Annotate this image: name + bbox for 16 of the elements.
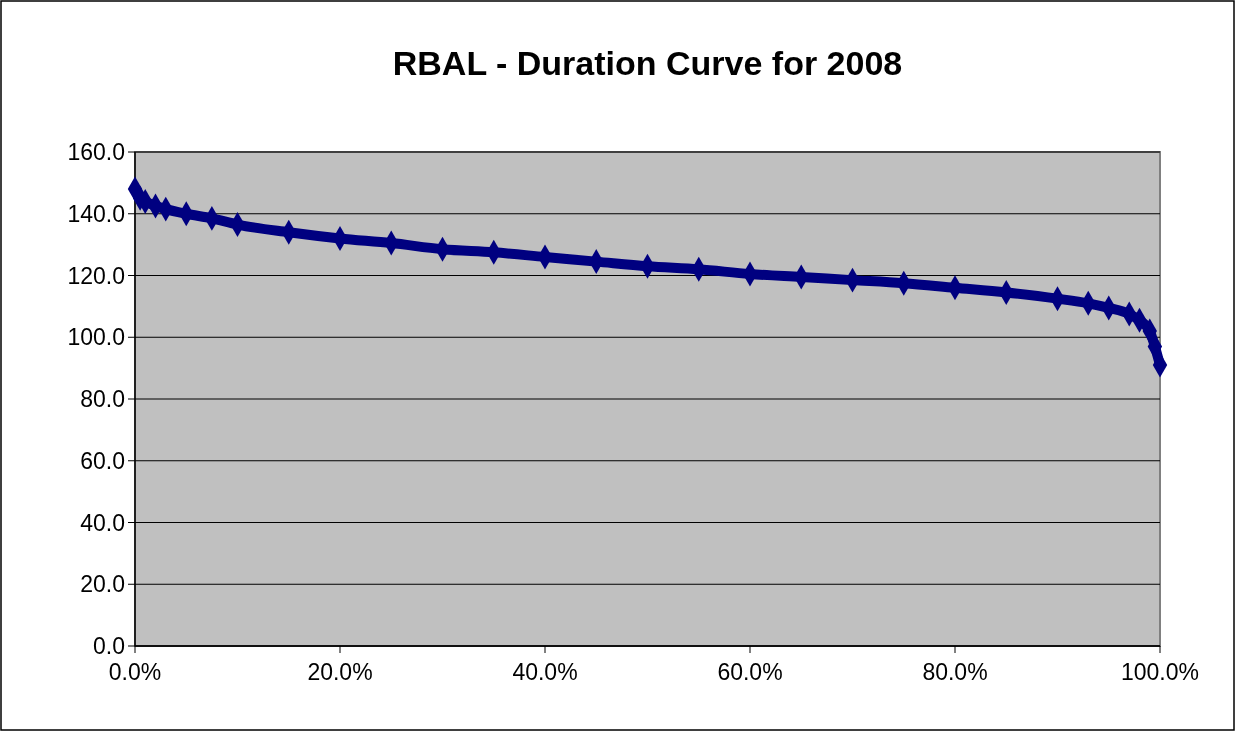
y-tick-label: 140.0 bbox=[67, 200, 125, 227]
y-tick-label: 40.0 bbox=[80, 509, 125, 536]
y-tick-label: 20.0 bbox=[80, 571, 125, 598]
y-tick-label: 80.0 bbox=[80, 386, 125, 413]
y-tick-label: 160.0 bbox=[67, 139, 125, 166]
chart-title: RBAL - Duration Curve for 2008 bbox=[392, 44, 903, 82]
x-tick-label: 0.0% bbox=[108, 659, 162, 685]
x-tick-label: 80.0% bbox=[922, 659, 988, 685]
y-tick-label: 100.0 bbox=[67, 324, 125, 351]
y-tick-label: 120.0 bbox=[67, 262, 125, 289]
y-tick-label: 60.0 bbox=[80, 447, 125, 474]
x-tick-label: 40.0% bbox=[512, 659, 578, 685]
x-tick-label: 20.0% bbox=[307, 659, 373, 685]
x-tick-label: 100.0% bbox=[1120, 659, 1200, 685]
x-tick-label: 60.0% bbox=[717, 659, 783, 685]
y-tick-label: 0.0 bbox=[93, 633, 125, 660]
